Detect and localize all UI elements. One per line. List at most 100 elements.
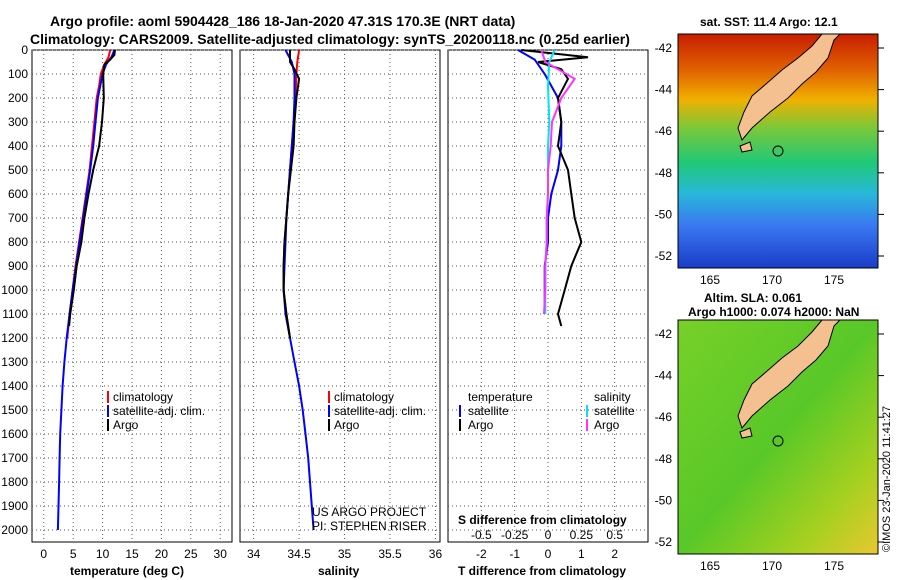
depth-tick-label: 800 bbox=[8, 235, 28, 249]
lon-tick-label: 175 bbox=[824, 559, 844, 573]
stewart-island-land bbox=[739, 427, 753, 439]
x-tick-label: 35.5 bbox=[378, 547, 402, 561]
depth-tick-label: 1100 bbox=[2, 307, 28, 321]
legend-swatch-argo bbox=[328, 419, 330, 431]
depth-tick-label: 400 bbox=[8, 139, 28, 153]
x-tick-label: 20 bbox=[155, 547, 169, 561]
lat-tick-label: -44 bbox=[655, 83, 673, 97]
x-tick-label: 30 bbox=[214, 547, 228, 561]
s-diff-tick-label: 0.5 bbox=[606, 528, 623, 542]
s-diff-tick-label: 0 bbox=[545, 528, 552, 542]
sst-map bbox=[677, 33, 879, 269]
imos-stamp: ©IMOS 23-Jan-2020 11:41:27 bbox=[881, 406, 893, 552]
salinity-axis-label: salinity bbox=[318, 564, 360, 578]
legend-label-t-satellite: satellite bbox=[468, 404, 509, 418]
x-tick-label: 10 bbox=[96, 547, 110, 561]
legend-swatch-t-satellite bbox=[459, 405, 461, 417]
series-line-0-1 bbox=[56, 49, 116, 531]
x-tick-label: 36 bbox=[429, 547, 443, 561]
x-tick-label: 35 bbox=[338, 547, 352, 561]
x-tick-label: -1 bbox=[509, 547, 520, 561]
depth-tick-label: 1400 bbox=[1, 379, 28, 393]
lat-tick-label: -50 bbox=[655, 493, 673, 507]
depth-tick-label: 1900 bbox=[1, 499, 28, 513]
series-line-1-2 bbox=[282, 50, 301, 339]
x-tick-label: -2 bbox=[476, 547, 487, 561]
lon-tick-label: 165 bbox=[700, 559, 720, 573]
stewart-island-land bbox=[739, 141, 753, 153]
legend-swatch-climatology bbox=[328, 391, 330, 403]
lat-tick-label: -52 bbox=[655, 535, 673, 549]
legend-label-climatology: climatology bbox=[113, 390, 173, 404]
pi-credit: PI: STEPHEN RISER bbox=[312, 519, 427, 533]
x-tick-label: 25 bbox=[184, 547, 198, 561]
x-axes: 0 5 10 15 20 25 30 34 34.5 35 35.5 36 -2 -1 0 1 2 -0.5 -0.… bbox=[40, 528, 623, 561]
depth-tick-label: 1200 bbox=[1, 331, 28, 345]
lat-tick-label: -50 bbox=[655, 207, 673, 221]
depth-tick-label: 100 bbox=[8, 67, 28, 81]
figure-title: Argo profile: aoml 5904428_186 18-Jan-20… bbox=[50, 13, 515, 29]
depth-tick-label: 200 bbox=[8, 91, 28, 105]
legend-label-s-argo: Argo bbox=[594, 418, 620, 432]
x-tick-label: 34.5 bbox=[287, 547, 311, 561]
difference-legend: temperature satellite Argo salinity sate… bbox=[459, 390, 635, 432]
s-diff-tick-label: 0.25 bbox=[570, 528, 594, 542]
x-tick-label: 15 bbox=[125, 547, 139, 561]
legend-swatch-argo bbox=[107, 419, 109, 431]
legend-title-salinity: salinity bbox=[594, 390, 631, 404]
salinity-legend: climatology satellite-adj. clim. Argo bbox=[328, 390, 426, 432]
depth-tick-label: 1500 bbox=[1, 403, 28, 417]
sst-map-axes: -42 -44 -46 -48 -50 -52 165 170 175 bbox=[655, 41, 884, 287]
difference-panel bbox=[447, 49, 649, 543]
depth-tick-label: 500 bbox=[8, 163, 28, 177]
legend-swatch-satellite bbox=[328, 405, 330, 417]
sst-map-frame bbox=[677, 33, 879, 269]
sla-map-axes: -42 -44 -46 -48 -50 -52 165 170 175 bbox=[655, 327, 884, 573]
s-difference-axis-label: S difference from climatology bbox=[458, 513, 627, 527]
sla-map bbox=[677, 319, 879, 555]
depth-tick-label: 900 bbox=[8, 259, 28, 273]
x-tick-label: 5 bbox=[70, 547, 77, 561]
lat-tick-label: -42 bbox=[655, 41, 673, 55]
figure-subtitle: Climatology: CARS2009. Satellite-adjuste… bbox=[30, 31, 630, 47]
depth-tick-label: 0 bbox=[21, 43, 28, 57]
depth-tick-label: 2000 bbox=[1, 523, 28, 537]
sla-map-title: Altim. SLA: 0.061 bbox=[704, 291, 802, 305]
legend-label-satellite: satellite-adj. clim. bbox=[113, 404, 205, 418]
legend-title-temperature: temperature bbox=[468, 390, 533, 404]
x-tick-label: 2 bbox=[611, 547, 618, 561]
sla-field bbox=[678, 320, 878, 554]
legend-label-climatology: climatology bbox=[334, 390, 394, 404]
legend-label-t-argo: Argo bbox=[468, 418, 494, 432]
series-line-2-3 bbox=[540, 49, 577, 315]
s-diff-tick-label: -0.25 bbox=[501, 528, 529, 542]
legend-swatch-t-argo bbox=[459, 419, 461, 431]
lat-tick-label: -44 bbox=[655, 369, 673, 383]
depth-tick-label: 600 bbox=[8, 187, 28, 201]
s-diff-tick-label: -0.5 bbox=[471, 528, 492, 542]
legend-label-satellite: satellite-adj. clim. bbox=[334, 404, 426, 418]
depth-tick-label: 1800 bbox=[1, 475, 28, 489]
lat-tick-label: -48 bbox=[655, 452, 673, 466]
sst-map-title: sat. SST: 11.4 Argo: 12.1 bbox=[700, 15, 838, 29]
sla-map-frame bbox=[677, 319, 879, 555]
salinity-panel bbox=[239, 49, 441, 543]
legend-label-argo: Argo bbox=[334, 418, 360, 432]
legend-label-s-satellite: satellite bbox=[594, 404, 635, 418]
legend-swatch-climatology bbox=[107, 391, 109, 403]
lat-tick-label: -46 bbox=[655, 410, 673, 424]
legend-swatch-s-satellite bbox=[586, 405, 588, 417]
lat-tick-label: -46 bbox=[655, 124, 673, 138]
temperature-axis-label: temperature (deg C) bbox=[70, 564, 184, 578]
sst-field bbox=[678, 34, 878, 268]
depth-tick-label: 1600 bbox=[1, 427, 28, 441]
t-difference-axis-label: T difference from climatology bbox=[458, 564, 626, 578]
project-credit: US ARGO PROJECT bbox=[312, 505, 427, 519]
depth-tick-label: 1000 bbox=[1, 283, 28, 297]
temperature-legend: climatology satellite-adj. clim. Argo bbox=[107, 390, 205, 432]
series-line-2-0 bbox=[517, 49, 563, 314]
depth-tick-label: 1700 bbox=[1, 451, 28, 465]
x-tick-label: 1 bbox=[578, 547, 585, 561]
series-line-0-2 bbox=[68, 49, 116, 327]
